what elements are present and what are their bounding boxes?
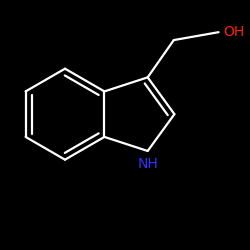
Text: NH: NH <box>137 158 158 172</box>
Text: OH: OH <box>223 25 244 39</box>
